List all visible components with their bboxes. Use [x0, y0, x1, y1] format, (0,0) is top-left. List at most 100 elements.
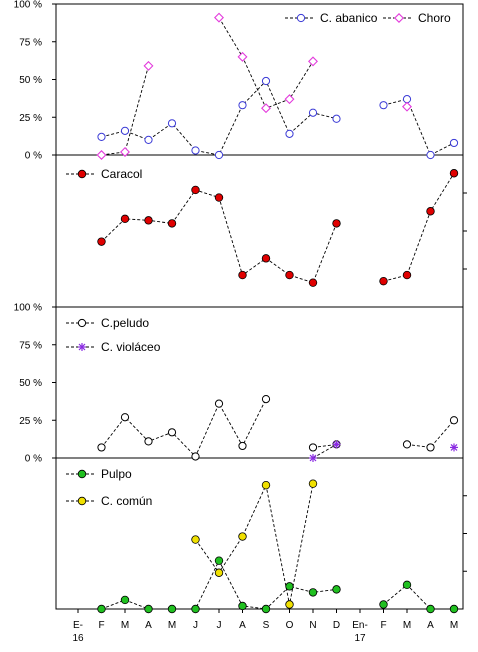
- legend-label-c-abanico: C. abanico: [320, 11, 378, 25]
- legend-marker-pulpo: [77, 469, 87, 479]
- series-line-c-viol-ceo: [312, 444, 337, 459]
- data-point-c-abanico: [167, 119, 177, 128]
- x-tick-label: M: [168, 620, 176, 631]
- legend-label-caracol: Caracol: [101, 167, 142, 181]
- data-point-c-abanico: [261, 76, 271, 86]
- x-tick-label: D: [333, 620, 340, 631]
- data-point-caracol: [402, 270, 412, 280]
- x-tick-label: O: [286, 620, 294, 631]
- series-line-choro: [218, 17, 314, 109]
- data-point-c-abanico: [332, 114, 341, 123]
- data-point-c-com-n: [308, 479, 318, 488]
- data-point-caracol: [144, 216, 153, 225]
- data-point-choro: [284, 94, 295, 105]
- data-point-pulpo: [332, 585, 341, 594]
- series-line-pulpo: [101, 559, 337, 610]
- data-point-c-abanico: [285, 129, 294, 138]
- data-point-c-peludo: [449, 416, 459, 425]
- series-line-c-peludo: [406, 419, 455, 448]
- x-tick-label: M: [450, 620, 458, 631]
- data-point-pulpo: [426, 604, 435, 614]
- data-point-pulpo: [120, 595, 130, 605]
- panel-1-y-tick-label: 25 %: [19, 113, 42, 124]
- data-point-choro: [402, 101, 412, 112]
- data-point-c-com-n: [214, 568, 224, 577]
- series-line-c-com-n: [195, 483, 314, 605]
- legend-marker-c-comun: [77, 496, 87, 506]
- panel-3-y-tick-label: 0 %: [25, 454, 42, 465]
- data-point-c-abanico: [214, 150, 224, 160]
- data-point-c-peludo: [238, 441, 247, 451]
- data-point-caracol: [191, 185, 200, 195]
- x-tick-label: J: [217, 620, 222, 631]
- data-point-c-com-n: [285, 600, 294, 609]
- x-tick-label: M: [121, 620, 129, 631]
- series-line-choro: [101, 65, 149, 156]
- data-point-caracol: [379, 276, 388, 286]
- data-point-c-peludo: [97, 443, 106, 452]
- data-point-caracol: [120, 214, 130, 224]
- data-point-c-abanico: [426, 150, 435, 160]
- x-tick-label: S: [263, 620, 270, 631]
- x-tick-label: 17: [354, 633, 366, 644]
- data-point-choro: [120, 147, 130, 157]
- x-tick-label: En-: [352, 620, 368, 631]
- data-point-c-peludo: [402, 440, 412, 449]
- data-point-c-peludo: [144, 437, 153, 446]
- data-point-pulpo: [238, 601, 247, 611]
- x-tick-label: A: [145, 620, 152, 631]
- x-tick-label: N: [309, 620, 316, 631]
- panel-1-y-tick-label: 0 %: [25, 151, 42, 162]
- x-tick-label: E-: [73, 620, 83, 631]
- data-point-c-peludo: [120, 413, 130, 422]
- series-line-c-abanico: [383, 98, 455, 156]
- legend-marker-choro: [394, 13, 404, 23]
- data-point-caracol: [308, 278, 318, 287]
- data-point-c-abanico: [191, 146, 200, 155]
- panel-3-y-tick-label: 25 %: [19, 416, 42, 427]
- data-point-choro: [237, 51, 248, 62]
- series-line-caracol: [383, 173, 455, 282]
- data-point-c-peludo: [308, 443, 318, 452]
- data-point-caracol: [332, 219, 341, 228]
- data-point-caracol: [238, 270, 247, 280]
- data-point-c-abanico: [120, 126, 130, 135]
- data-point-c-abanico: [238, 101, 247, 110]
- legend-marker-c-abanico: [296, 13, 306, 23]
- data-point-c-com-n: [238, 532, 247, 541]
- data-point-c-viol-ceo: [309, 454, 317, 462]
- data-point-caracol: [214, 193, 224, 202]
- data-point-c-abanico: [97, 132, 106, 141]
- data-point-c-abanico: [402, 95, 412, 104]
- data-point-c-com-n: [261, 480, 271, 490]
- series-line-pulpo: [383, 584, 454, 610]
- data-point-caracol: [97, 237, 106, 246]
- x-tick-label: 16: [72, 633, 84, 644]
- legend-label-c-violaceo: C. violáceo: [101, 340, 161, 354]
- x-tick-label: F: [98, 620, 104, 631]
- data-point-choro: [214, 12, 224, 23]
- panel-3-y-tick-label: 75 %: [19, 340, 42, 351]
- data-point-pulpo: [144, 604, 153, 614]
- x-tick-label: M: [403, 620, 411, 631]
- legend-label-c-peludo: C.peludo: [101, 316, 149, 330]
- legend-marker-c-peludo: [77, 318, 87, 328]
- data-point-c-abanico: [379, 101, 388, 110]
- legend-marker-c-violaceo: [78, 343, 86, 351]
- data-point-c-peludo: [261, 395, 271, 404]
- data-point-c-viol-ceo: [450, 443, 458, 452]
- x-tick-label: A: [427, 620, 434, 631]
- panel-3-y-tick-label: 50 %: [19, 378, 42, 389]
- data-point-c-viol-ceo: [332, 440, 341, 449]
- data-point-pulpo: [167, 604, 177, 614]
- data-point-pulpo: [191, 604, 200, 614]
- x-tick-label: F: [380, 620, 386, 631]
- data-point-choro: [308, 56, 318, 67]
- data-point-pulpo: [308, 588, 318, 597]
- data-point-choro: [261, 103, 271, 114]
- legend-label-choro: Choro: [418, 11, 451, 25]
- data-point-c-peludo: [167, 428, 177, 437]
- series-line-c-abanico: [101, 80, 337, 156]
- data-point-pulpo: [261, 604, 271, 614]
- data-point-c-peludo: [426, 443, 435, 452]
